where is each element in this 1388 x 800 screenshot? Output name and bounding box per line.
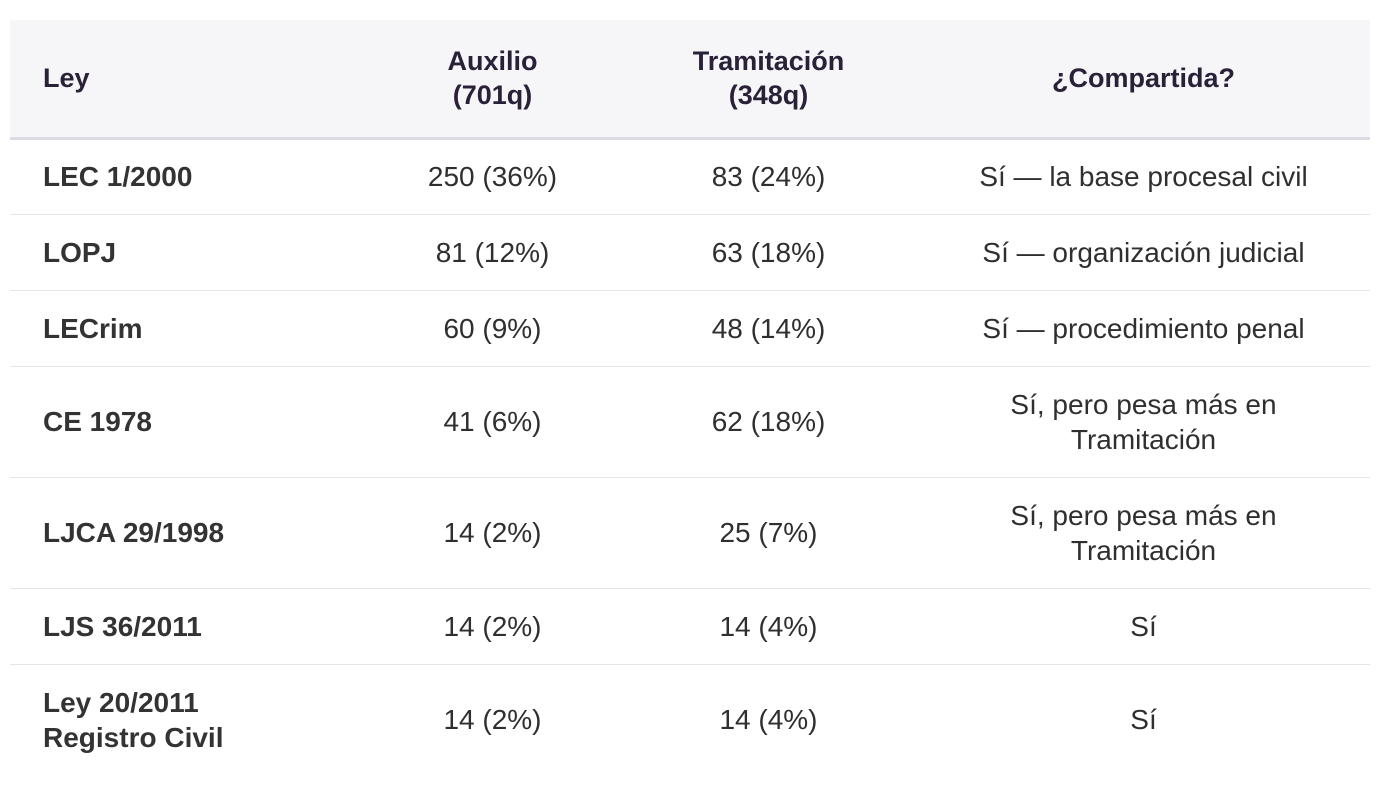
cell-compartida: Sí <box>917 664 1370 775</box>
cell-ley: LJS 36/2011 <box>10 588 365 665</box>
cell-auxilio: 14 (2%) <box>443 704 542 736</box>
cell-tramitacion: 25 (7%) <box>620 477 917 589</box>
cell-tramitacion: 14 (4%) <box>620 588 917 665</box>
cell-tramitacion: 14 (4%) <box>719 704 818 736</box>
cell-ley-line1: LOPJ <box>43 236 117 268</box>
cell-tramitacion: 63 (18%) <box>620 214 917 291</box>
header-tramitacion: Tramitación (348q) <box>620 20 917 140</box>
cell-compartida-line1: Sí — organización judicial <box>982 236 1305 268</box>
cell-ley-line1: CE 1978 <box>43 406 152 437</box>
cell-auxilio: 41 (6%) <box>365 366 620 478</box>
laws-comparison-table: Ley Auxilio (701q) Tramitación (348q) ¿C… <box>10 20 1370 775</box>
cell-auxilio: 14 (2%) <box>365 588 620 665</box>
cell-compartida-line1: Sí <box>1130 704 1157 736</box>
cell-ley: LEC 1/2000 <box>10 138 365 215</box>
cell-ley-line1: LJS 36/2011 <box>43 610 202 642</box>
cell-compartida: Sí <box>917 588 1370 665</box>
cell-compartida-line1: Sí — procedimiento penal <box>982 312 1305 344</box>
cell-ley-line1: Ley 20/2011 <box>43 686 199 718</box>
table-row: Ley 20/2011 Registro Civil 14 (2%) 14 (4… <box>10 664 1370 775</box>
cell-compartida-line1: Sí <box>1130 610 1157 642</box>
cell-ley: LJCA 29/1998 <box>10 477 365 589</box>
header-row: Ley Auxilio (701q) Tramitación (348q) ¿C… <box>10 20 1370 140</box>
cell-compartida: Sí — organización judicial <box>917 214 1370 291</box>
header-ley: Ley <box>10 20 365 140</box>
cell-ley-line1: LECrim <box>43 312 143 344</box>
cell-compartida-line2: Tramitación <box>1070 534 1217 566</box>
cell-tramitacion: 48 (14%) <box>620 290 917 367</box>
cell-auxilio: 60 (9%) <box>365 290 620 367</box>
cell-auxilio: 250 (36%) <box>365 138 620 215</box>
table-body: LEC 1/2000 250 (36%) 83 (24%) Sí — la ba… <box>10 138 1370 775</box>
cell-tramitacion: 62 (18%) <box>620 366 917 478</box>
header-ley-label: Ley <box>43 63 90 94</box>
header-auxilio-line1: Auxilio <box>447 46 538 77</box>
header-auxilio-line2: (701q) <box>452 80 533 111</box>
cell-compartida-line1: Sí, pero pesa más en <box>1010 499 1277 531</box>
cell-ley-line1: LJCA 29/1998 <box>43 517 225 548</box>
cell-ley: LECrim <box>10 290 365 367</box>
cell-ley: Ley 20/2011 Registro Civil <box>10 664 365 775</box>
cell-compartida: Sí — procedimiento penal <box>917 290 1370 367</box>
table-row: CE 1978 41 (6%) 62 (18%) Sí, pero pesa m… <box>10 366 1370 478</box>
cell-compartida-line2: Tramitación <box>1070 423 1217 455</box>
comparison-table-container: Ley Auxilio (701q) Tramitación (348q) ¿C… <box>10 20 1370 775</box>
cell-ley: CE 1978 <box>10 366 365 478</box>
table-row: LEC 1/2000 250 (36%) 83 (24%) Sí — la ba… <box>10 138 1370 215</box>
cell-compartida-line1: Sí, pero pesa más en <box>1010 388 1277 420</box>
table-row: LOPJ 81 (12%) 63 (18%) Sí — organización… <box>10 214 1370 291</box>
cell-compartida: Sí, pero pesa más en Tramitación <box>917 366 1370 478</box>
header-tramitacion-line2: (348q) <box>728 80 809 111</box>
header-auxilio: Auxilio (701q) <box>365 20 620 140</box>
header-compartida-label: ¿Compartida? <box>1051 63 1235 94</box>
cell-ley-line1: LEC 1/2000 <box>43 161 193 192</box>
header-tramitacion-line1: Tramitación <box>692 46 845 77</box>
table-row: LJS 36/2011 14 (2%) 14 (4%) Sí <box>10 588 1370 665</box>
cell-auxilio: 81 (12%) <box>365 214 620 291</box>
cell-tramitacion: 83 (24%) <box>620 138 917 215</box>
table-row: LJCA 29/1998 14 (2%) 25 (7%) Sí, pero pe… <box>10 477 1370 589</box>
cell-compartida: Sí, pero pesa más en Tramitación <box>917 477 1370 589</box>
header-compartida: ¿Compartida? <box>917 20 1370 140</box>
cell-ley: LOPJ <box>10 214 365 291</box>
cell-ley-line2: Registro Civil <box>43 721 224 753</box>
table-row: LECrim 60 (9%) 48 (14%) Sí — procedimien… <box>10 290 1370 367</box>
cell-compartida-line1: Sí — la base procesal civil <box>979 161 1308 192</box>
cell-auxilio: 14 (2%) <box>365 477 620 589</box>
table-header: Ley Auxilio (701q) Tramitación (348q) ¿C… <box>10 20 1370 140</box>
cell-compartida: Sí — la base procesal civil <box>917 138 1370 215</box>
